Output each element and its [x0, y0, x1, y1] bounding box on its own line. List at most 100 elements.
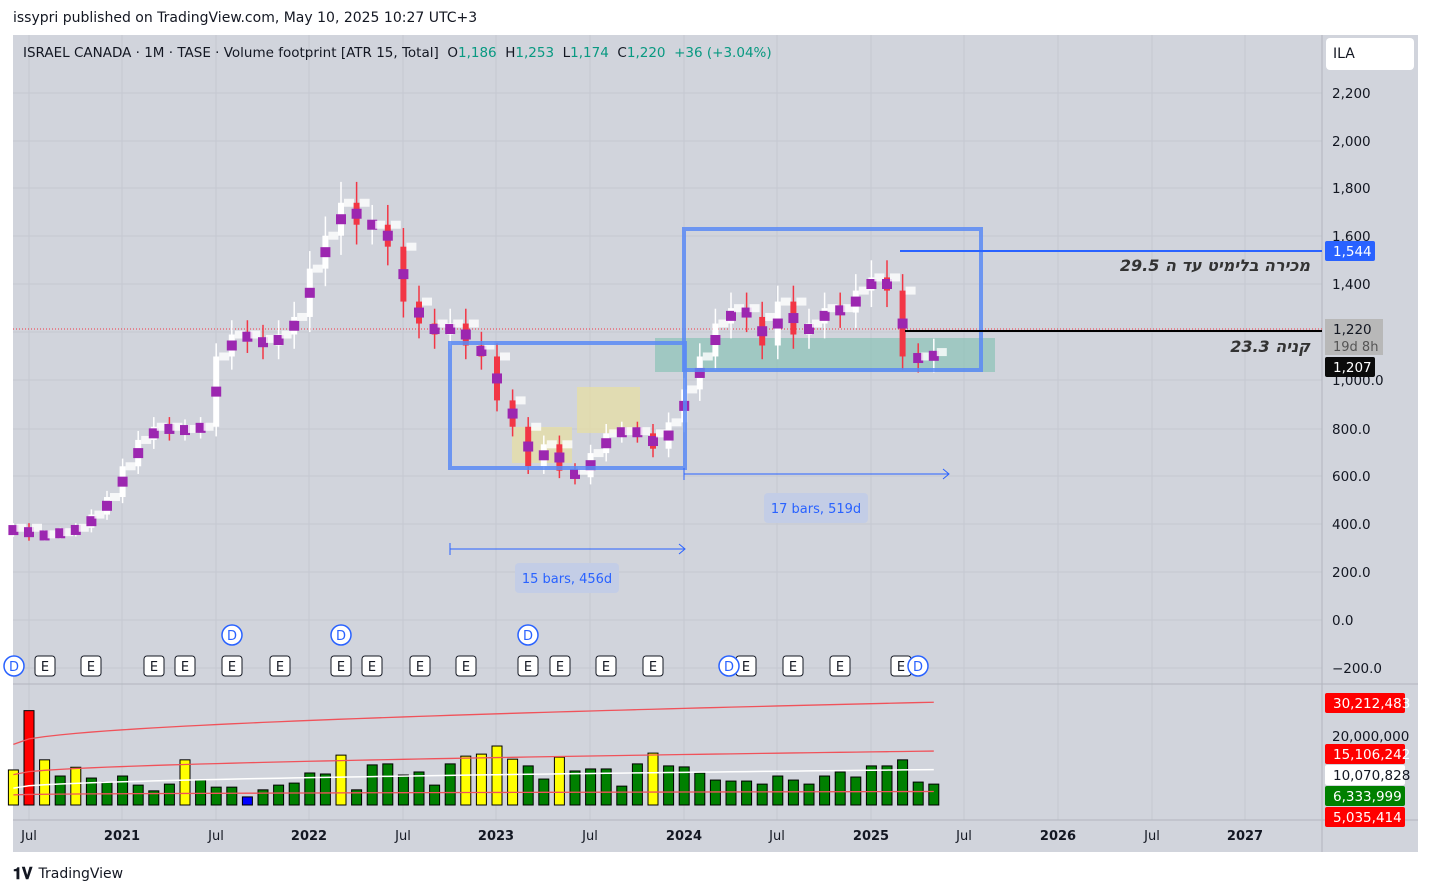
volume-bar — [382, 763, 394, 806]
volume-bar — [288, 782, 300, 806]
poc-marker — [554, 452, 565, 463]
volume-bar — [741, 780, 753, 806]
volume-ma-line — [13, 790, 934, 796]
footprint-cell — [437, 319, 448, 328]
footprint-cell — [546, 440, 557, 449]
y-tick-label: 600.0 — [1332, 469, 1371, 485]
footprint-cell — [219, 352, 230, 361]
poc-marker — [195, 422, 206, 433]
x-tick-label: Jul — [1143, 829, 1160, 844]
poc-marker — [866, 279, 877, 290]
poc-marker — [398, 269, 409, 280]
poc-marker — [117, 476, 128, 487]
dividend-icon — [3, 655, 25, 677]
earnings-label: E — [556, 660, 564, 675]
low-label: L — [562, 45, 571, 61]
volume-bar — [803, 783, 815, 806]
sell-annotation: מכירה בלימיט עד ה 29.5 — [1120, 256, 1311, 275]
poc-marker — [757, 326, 768, 337]
earnings-label: E — [181, 660, 189, 675]
x-tick-label: 2027 — [1227, 829, 1263, 844]
last-price-label: 1,220 — [1333, 322, 1372, 338]
footprint-cell — [32, 523, 42, 532]
dividend-label: D — [724, 660, 734, 675]
footer-logo[interactable]: 𝟏𝐕 TradingView — [13, 864, 123, 884]
open-value: 1,186 — [457, 45, 497, 61]
earnings-icon — [517, 655, 539, 677]
poc-marker — [663, 430, 674, 441]
dividend-icon — [718, 655, 740, 677]
footprint-cell — [453, 319, 464, 328]
footprint-cell — [936, 348, 947, 357]
poc-marker — [897, 318, 908, 329]
poc-marker — [242, 331, 253, 342]
footprint-cell — [172, 422, 183, 431]
earnings-icon — [221, 655, 243, 677]
footer-brand: TradingView — [38, 866, 124, 882]
volume-bar — [226, 786, 238, 806]
earnings-label: E — [150, 660, 158, 675]
poc-marker — [913, 353, 924, 364]
volume-label: 10,070,828 — [1333, 768, 1410, 784]
arrow-head-icon — [942, 468, 950, 480]
volume-label-bg — [1325, 807, 1405, 827]
buy-price-label-bg — [1325, 357, 1375, 377]
sell-price-label-bg — [1325, 241, 1375, 261]
volume-bar — [54, 775, 66, 806]
earnings-icon — [80, 655, 102, 677]
publish-info: issypri published on TradingView.com, Ma… — [13, 10, 478, 26]
footprint-cell — [609, 429, 620, 438]
volume-ma-line — [13, 750, 934, 776]
earnings-icon — [361, 655, 383, 677]
volume-bar — [819, 775, 831, 806]
volume-label: 6,333,999 — [1333, 789, 1402, 805]
x-tick-label: 2021 — [104, 829, 140, 844]
footprint-cell — [765, 312, 776, 321]
poc-marker — [273, 335, 284, 346]
footprint-cell — [78, 523, 89, 532]
volume-bar — [694, 772, 706, 806]
y-tick-label: 400.0 — [1332, 517, 1371, 533]
volume-bar — [897, 759, 909, 806]
volume-label: 15,106,242 — [1333, 747, 1410, 763]
earnings-icon — [34, 655, 56, 677]
arrow-head-icon — [678, 543, 686, 555]
footprint-cell — [718, 319, 729, 328]
poc-marker — [367, 219, 378, 230]
volume-label: 5,035,414 — [1333, 810, 1402, 826]
dividend-icon — [330, 624, 352, 646]
earnings-label: E — [337, 660, 345, 675]
dividend-label: D — [9, 660, 19, 675]
volume-bar — [304, 772, 316, 806]
poc-marker — [429, 324, 440, 335]
currency-button[interactable]: ILA — [1326, 38, 1414, 70]
x-tick-label: Jul — [20, 829, 37, 844]
earnings-label: E — [836, 660, 844, 675]
poc-marker — [585, 460, 596, 471]
x-tick-label: Jul — [955, 829, 972, 844]
poc-marker — [304, 287, 315, 298]
volume-bar — [429, 784, 441, 806]
chart-area[interactable] — [13, 35, 1418, 852]
footprint-cell — [406, 242, 417, 251]
x-tick-label: 2023 — [478, 829, 514, 844]
earnings-label: E — [276, 660, 284, 675]
footprint-cell — [578, 466, 588, 475]
poc-marker — [523, 441, 534, 452]
footprint-cell — [468, 319, 479, 328]
volume-ma-line — [13, 701, 934, 745]
earnings-icon — [174, 655, 196, 677]
footprint-cell — [624, 427, 635, 436]
earnings-label: E — [462, 660, 470, 675]
volume-bar — [241, 796, 253, 806]
footprint-cell — [500, 352, 510, 361]
volume-bar — [678, 766, 690, 806]
footprint-cell — [344, 198, 354, 207]
date-range-label: 15 bars, 456d — [522, 572, 612, 587]
dividend-icon — [221, 624, 243, 646]
poc-marker — [804, 324, 814, 335]
footprint-cell — [250, 330, 261, 339]
volume-bar — [787, 779, 799, 806]
volume-axis-tick: 20,000,000 — [1332, 729, 1409, 745]
